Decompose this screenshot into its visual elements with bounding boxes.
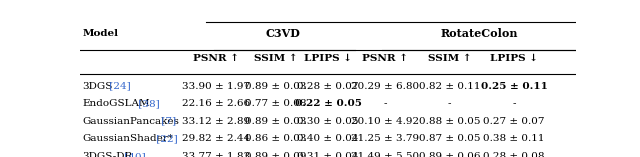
Text: -: -: [448, 99, 451, 108]
Text: 0.40 ± 0.04: 0.40 ± 0.04: [297, 134, 359, 143]
Text: C3VD: C3VD: [266, 28, 301, 39]
Text: 0.31 ± 0.04: 0.31 ± 0.04: [297, 152, 359, 157]
Text: 0.22 ± 0.05: 0.22 ± 0.05: [294, 99, 362, 108]
Text: [24]: [24]: [106, 82, 131, 91]
Text: 3DGS: 3DGS: [83, 82, 113, 91]
Text: 33.90 ± 1.97: 33.90 ± 1.97: [182, 82, 250, 91]
Text: EndoGSLAM: EndoGSLAM: [83, 99, 150, 108]
Text: 0.30 ± 0.05: 0.30 ± 0.05: [297, 117, 359, 126]
Text: GaussianShader*: GaussianShader*: [83, 134, 173, 143]
Text: 20.29 ± 6.80: 20.29 ± 6.80: [351, 82, 419, 91]
Text: 0.27 ± 0.07: 0.27 ± 0.07: [483, 117, 545, 126]
Text: 0.89 ± 0.06: 0.89 ± 0.06: [419, 152, 480, 157]
Text: 0.25 ± 0.11: 0.25 ± 0.11: [481, 82, 547, 91]
Text: SSIM ↑: SSIM ↑: [254, 54, 298, 63]
Text: LPIPS ↓: LPIPS ↓: [490, 54, 538, 63]
Text: GaussianPancakes: GaussianPancakes: [83, 117, 179, 126]
Text: 0.86 ± 0.03: 0.86 ± 0.03: [245, 134, 307, 143]
Text: LPIPS ↓: LPIPS ↓: [304, 54, 352, 63]
Text: [7]: [7]: [157, 117, 176, 126]
Text: 33.77 ± 1.83: 33.77 ± 1.83: [182, 152, 250, 157]
Text: 0.89 ± 0.03: 0.89 ± 0.03: [245, 117, 307, 126]
Text: 0.87 ± 0.05: 0.87 ± 0.05: [419, 134, 480, 143]
Text: 0.28 ± 0.08: 0.28 ± 0.08: [483, 152, 545, 157]
Text: 21.49 ± 5.50: 21.49 ± 5.50: [351, 152, 419, 157]
Text: [38]: [38]: [135, 99, 159, 108]
Text: 0.88 ± 0.05: 0.88 ± 0.05: [419, 117, 480, 126]
Text: Model: Model: [83, 29, 118, 38]
Text: PSNR ↑: PSNR ↑: [193, 54, 239, 63]
Text: 29.82 ± 2.44: 29.82 ± 2.44: [182, 134, 250, 143]
Text: 21.25 ± 3.79: 21.25 ± 3.79: [351, 134, 419, 143]
Text: [22]: [22]: [153, 134, 178, 143]
Text: 3DGS-DR: 3DGS-DR: [83, 152, 132, 157]
Text: [40]: [40]: [122, 152, 146, 157]
Text: 22.16 ± 2.66: 22.16 ± 2.66: [182, 99, 250, 108]
Text: 33.12 ± 2.89: 33.12 ± 2.89: [182, 117, 250, 126]
Text: RotateColon: RotateColon: [440, 28, 518, 39]
Text: 0.28 ± 0.07: 0.28 ± 0.07: [297, 82, 359, 91]
Text: 0.82 ± 0.11: 0.82 ± 0.11: [419, 82, 480, 91]
Text: -: -: [512, 99, 516, 108]
Text: -: -: [383, 99, 387, 108]
Text: 0.38 ± 0.11: 0.38 ± 0.11: [483, 134, 545, 143]
Text: 0.89 ± 0.03: 0.89 ± 0.03: [245, 82, 307, 91]
Text: 0.77 ± 0.08: 0.77 ± 0.08: [245, 99, 307, 108]
Text: 20.10 ± 4.92: 20.10 ± 4.92: [351, 117, 419, 126]
Text: 0.89 ± 0.09: 0.89 ± 0.09: [245, 152, 307, 157]
Text: SSIM ↑: SSIM ↑: [428, 54, 471, 63]
Text: PSNR ↑: PSNR ↑: [362, 54, 408, 63]
